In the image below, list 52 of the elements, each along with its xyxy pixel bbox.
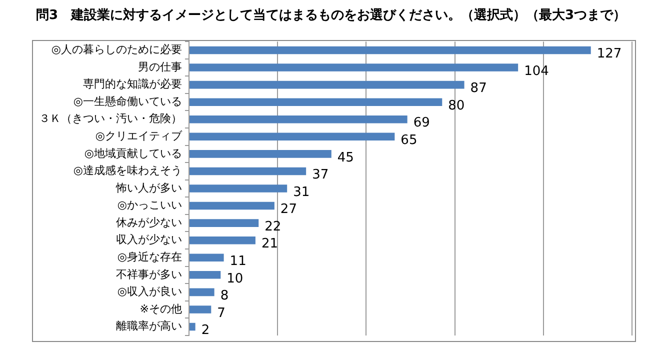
bar [190, 322, 196, 331]
y-tick-label: 離職率が高い [116, 320, 182, 333]
bar [190, 184, 288, 192]
y-tick-label: ◎達成感を味わえそう [73, 164, 182, 178]
bar [190, 46, 591, 54]
bar [190, 288, 214, 296]
data-label: 21 [261, 236, 278, 252]
data-label: 104 [524, 64, 549, 79]
bar [190, 202, 274, 210]
bar [190, 271, 221, 279]
data-label: 87 [470, 81, 487, 96]
y-tick-label: 専門的な知識が必要 [83, 78, 182, 91]
y-tick-label: ◎クリエイティブ [95, 130, 183, 143]
y-tick-label: 不祥事が多い [116, 268, 182, 281]
bar [190, 167, 306, 176]
y-tick-label: ◎身近な存在 [117, 250, 182, 264]
data-label: 7 [217, 306, 226, 321]
data-label: 22 [264, 219, 282, 234]
chart-title: 問3 建設業に対するイメージとして当てはまるものをお選びください。（選択式）（最大3つまで） [36, 7, 626, 24]
y-tick-label: ３Ｋ（きつい・汚い・危険） [39, 112, 182, 126]
y-tick-label: 怖い人が多い [115, 181, 182, 194]
bar [190, 64, 518, 72]
data-label: 8 [220, 288, 229, 304]
data-label: 45 [337, 150, 354, 166]
y-tick-label: ◎人の暮らしのために必要 [51, 43, 182, 56]
y-tick-label: 収入が少ない [116, 233, 182, 246]
data-label: 10 [226, 271, 244, 286]
bar [190, 98, 442, 106]
bar [190, 219, 259, 227]
y-tick-label: ◎かっこいい [117, 198, 182, 212]
data-label: 11 [230, 254, 246, 270]
bar [190, 80, 464, 89]
y-tick-label: ◎地域貢献している [84, 146, 182, 160]
bar [190, 132, 395, 141]
data-label: 69 [413, 116, 430, 131]
bar [190, 254, 224, 262]
y-tick-label: 休みが少ない [116, 216, 182, 229]
data-label: 2 [201, 323, 210, 338]
data-label: 37 [312, 168, 329, 183]
bar [190, 150, 332, 158]
data-label: 80 [448, 98, 465, 114]
bar [190, 306, 212, 314]
data-label: 65 [400, 133, 418, 148]
data-label: 27 [280, 202, 297, 218]
data-label: 31 [293, 184, 310, 200]
y-tick-label: 男の仕事 [138, 60, 182, 74]
data-label: 127 [596, 46, 622, 62]
y-tick-label: ◎一生懸命働いている [73, 94, 182, 108]
y-tick-label: ◎収入が良い [117, 285, 182, 298]
y-tick-label: ※その他 [140, 302, 182, 316]
bar [190, 115, 408, 124]
bar [190, 236, 256, 244]
